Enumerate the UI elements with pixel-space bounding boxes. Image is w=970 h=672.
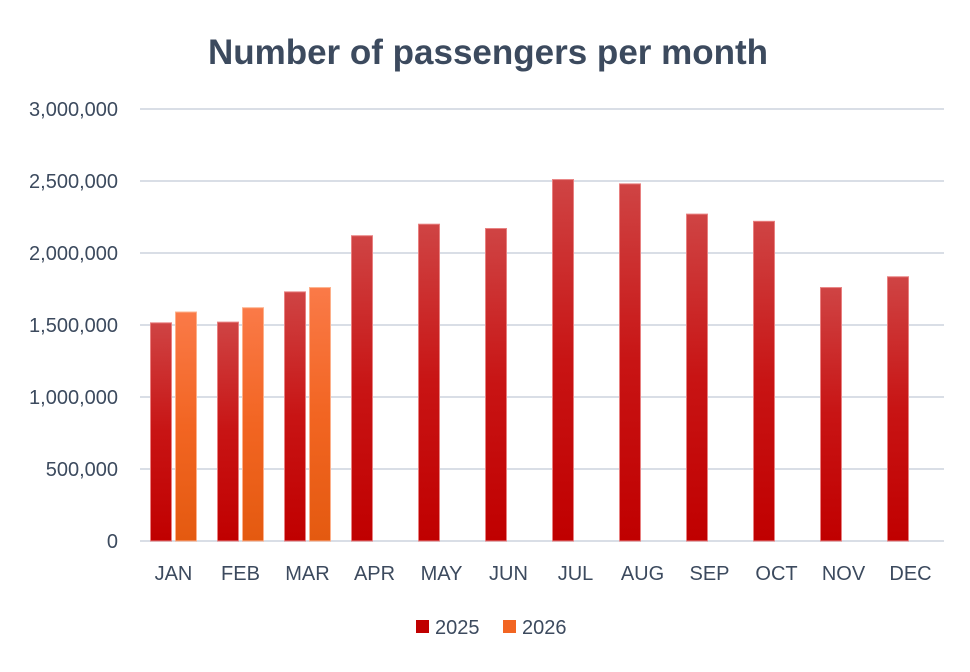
x-tick-label: AUG: [621, 563, 664, 585]
bar-2026-feb: [242, 307, 264, 542]
legend-label-2026: 2026: [522, 617, 567, 639]
bar-2025-jan: [150, 322, 172, 542]
bars: [150, 179, 909, 542]
x-tick-label: MAR: [285, 563, 329, 585]
y-tick-label: 2,000,000: [29, 243, 118, 265]
bar-2025-sep: [686, 213, 708, 542]
y-tick-label: 3,000,000: [29, 99, 118, 121]
bar-2026-mar: [309, 287, 331, 542]
y-tick-label: 500,000: [46, 459, 118, 481]
bar-2025-apr: [351, 235, 373, 542]
bar-2025-jul: [552, 179, 574, 542]
y-axis-tick-labels: 0 500,000 1,000,000 1,500,000 2,000,000 2,500…: [29, 99, 118, 553]
bar-2025-oct: [753, 220, 775, 542]
bar-2025-nov: [820, 287, 842, 542]
x-tick-label: JUL: [558, 563, 594, 585]
legend-swatch-2026: [503, 620, 516, 633]
gridlines: [140, 108, 944, 542]
x-tick-label: JUN: [489, 563, 528, 585]
bar-2026-jan: [175, 311, 197, 542]
legend: 2025 2026: [416, 617, 567, 639]
bar-2025-aug: [619, 183, 641, 542]
chart-title: Number of passengers per month: [208, 33, 768, 72]
legend-swatch-2025: [416, 620, 429, 633]
bar-2025-jun: [485, 228, 507, 542]
y-tick-label: 0: [107, 531, 118, 553]
bar-2025-feb: [217, 321, 239, 542]
bar-2025-dec: [887, 276, 909, 542]
x-axis-tick-labels: JAN FEB MAR APR MAY JUN JUL AUG SEP OCT NOV DEC: [155, 563, 932, 585]
y-tick-label: 1,500,000: [29, 315, 118, 337]
x-tick-label: SEP: [689, 563, 729, 585]
x-tick-label: JAN: [155, 563, 193, 585]
x-tick-label: NOV: [822, 563, 866, 585]
bar-2025-mar: [284, 291, 306, 542]
x-tick-label: MAY: [421, 563, 463, 585]
x-tick-label: DEC: [889, 563, 931, 585]
x-tick-label: OCT: [755, 563, 797, 585]
legend-label-2025: 2025: [435, 617, 480, 639]
x-tick-label: APR: [354, 563, 395, 585]
y-tick-label: 1,000,000: [29, 387, 118, 409]
bar-2025-may: [418, 223, 440, 542]
y-tick-label: 2,500,000: [29, 171, 118, 193]
x-tick-label: FEB: [221, 563, 260, 585]
